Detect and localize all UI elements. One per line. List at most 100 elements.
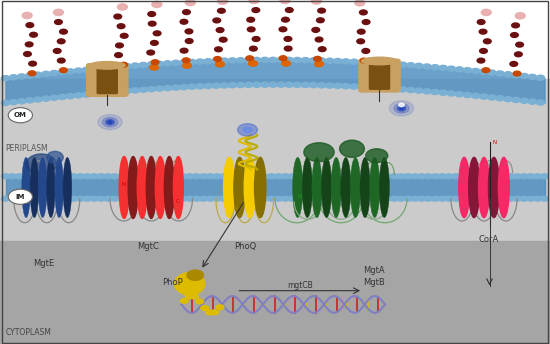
Circle shape: [510, 33, 518, 37]
Circle shape: [504, 72, 512, 77]
Text: C: C: [176, 199, 180, 204]
Circle shape: [2, 196, 9, 201]
Circle shape: [268, 196, 276, 201]
Circle shape: [534, 196, 542, 201]
Circle shape: [213, 196, 221, 201]
Ellipse shape: [312, 158, 322, 218]
Circle shape: [464, 93, 472, 98]
Circle shape: [515, 13, 525, 19]
Circle shape: [496, 96, 504, 101]
Circle shape: [261, 57, 269, 63]
Circle shape: [36, 196, 43, 201]
Circle shape: [360, 58, 368, 63]
Ellipse shape: [331, 158, 341, 218]
Circle shape: [220, 58, 228, 63]
Circle shape: [343, 174, 350, 179]
Circle shape: [515, 52, 522, 57]
Circle shape: [218, 0, 228, 4]
Circle shape: [123, 88, 131, 94]
Circle shape: [8, 189, 32, 204]
Circle shape: [82, 67, 91, 72]
Circle shape: [152, 1, 162, 8]
Circle shape: [63, 174, 71, 179]
Circle shape: [277, 57, 285, 63]
Circle shape: [465, 196, 474, 201]
Circle shape: [219, 37, 227, 42]
Circle shape: [22, 12, 32, 19]
Circle shape: [382, 61, 390, 66]
Circle shape: [91, 66, 99, 72]
Circle shape: [447, 66, 455, 71]
Circle shape: [397, 196, 405, 201]
Circle shape: [288, 174, 296, 179]
Text: mgtCB: mgtCB: [287, 281, 312, 290]
Circle shape: [285, 57, 293, 63]
Text: MgtA: MgtA: [363, 266, 384, 275]
Circle shape: [512, 23, 519, 28]
Circle shape: [22, 174, 30, 179]
Ellipse shape: [341, 158, 351, 218]
Circle shape: [76, 174, 85, 179]
Circle shape: [309, 174, 316, 179]
Circle shape: [115, 64, 123, 69]
Circle shape: [399, 107, 404, 110]
Circle shape: [425, 174, 432, 179]
Circle shape: [90, 174, 98, 179]
Circle shape: [455, 92, 464, 97]
Circle shape: [151, 60, 159, 65]
Ellipse shape: [224, 158, 235, 218]
Text: PhoQ: PhoQ: [234, 242, 256, 251]
Text: CorA: CorA: [478, 235, 499, 244]
Circle shape: [342, 84, 350, 89]
Circle shape: [252, 82, 261, 87]
Circle shape: [315, 174, 323, 179]
Circle shape: [151, 41, 158, 45]
Ellipse shape: [488, 158, 499, 218]
Circle shape: [513, 174, 521, 179]
Circle shape: [250, 46, 257, 51]
Circle shape: [57, 58, 65, 63]
Circle shape: [18, 74, 26, 79]
Circle shape: [120, 33, 128, 38]
Circle shape: [249, 61, 257, 66]
Circle shape: [186, 174, 194, 179]
Circle shape: [445, 196, 453, 201]
Circle shape: [261, 196, 269, 201]
Ellipse shape: [164, 157, 174, 218]
Circle shape: [97, 196, 105, 201]
Ellipse shape: [379, 158, 389, 218]
Circle shape: [211, 310, 219, 315]
Circle shape: [317, 58, 326, 63]
Circle shape: [516, 42, 524, 47]
Text: N: N: [492, 140, 496, 144]
Circle shape: [486, 174, 494, 179]
Circle shape: [24, 52, 31, 56]
Circle shape: [204, 58, 212, 64]
Circle shape: [274, 196, 282, 201]
Circle shape: [455, 67, 464, 72]
Circle shape: [477, 20, 485, 24]
Circle shape: [261, 174, 269, 179]
Circle shape: [269, 82, 277, 87]
Circle shape: [309, 196, 316, 201]
Circle shape: [512, 73, 520, 78]
Circle shape: [147, 87, 156, 92]
Circle shape: [480, 69, 488, 74]
Circle shape: [196, 299, 204, 304]
Circle shape: [536, 100, 544, 105]
Circle shape: [541, 196, 548, 201]
Circle shape: [166, 174, 173, 179]
Circle shape: [269, 57, 277, 63]
Circle shape: [50, 95, 58, 100]
FancyBboxPatch shape: [370, 62, 389, 89]
Circle shape: [138, 174, 146, 179]
Circle shape: [42, 71, 50, 76]
Circle shape: [213, 174, 221, 179]
Circle shape: [216, 28, 224, 32]
Circle shape: [520, 196, 528, 201]
Circle shape: [42, 96, 50, 101]
Circle shape: [342, 59, 350, 64]
Ellipse shape: [340, 140, 364, 158]
Circle shape: [374, 85, 382, 90]
Circle shape: [156, 86, 164, 91]
